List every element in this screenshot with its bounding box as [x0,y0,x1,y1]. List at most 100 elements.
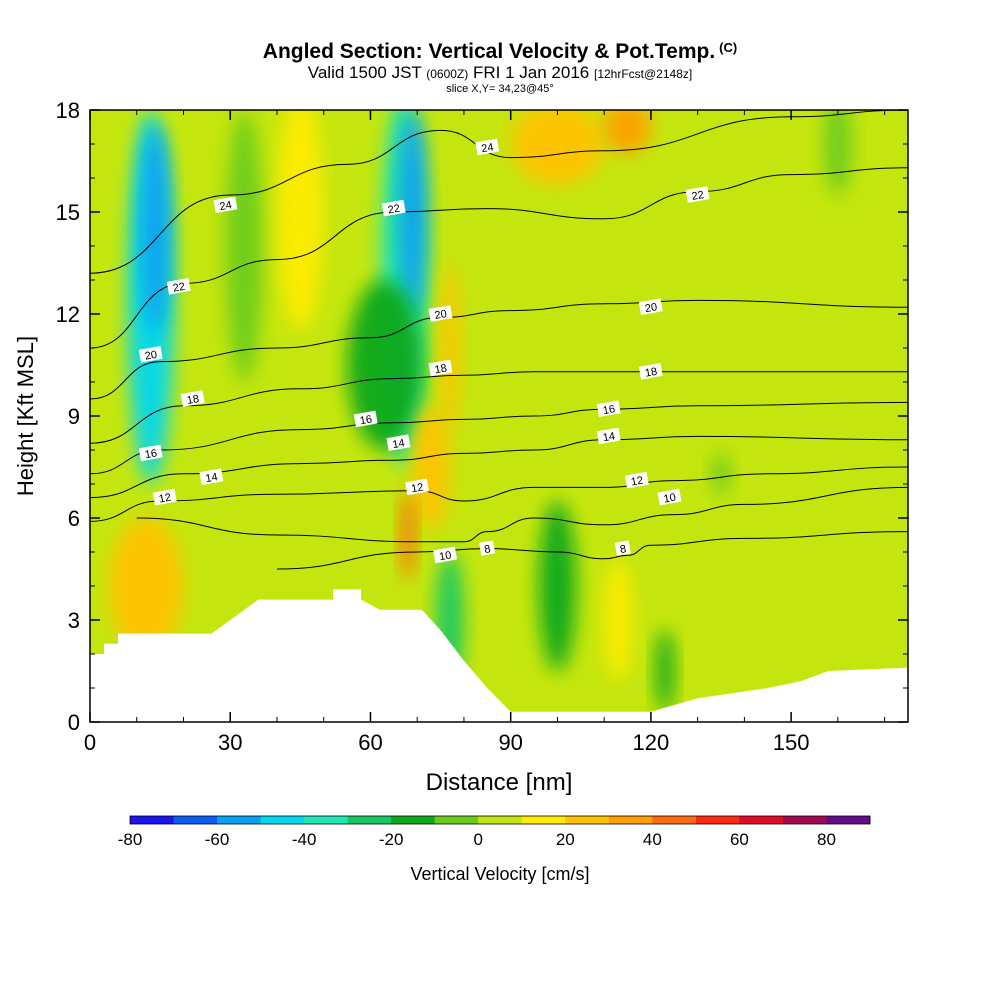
colorbar-bin [260,816,305,824]
copyright-mark: (C) [719,40,738,55]
contour-label-text: 20 [434,308,448,322]
contour-label-text: 16 [144,447,158,461]
velocity-cell [440,263,460,433]
colorbar-bin [782,816,827,824]
y-tick-label: 0 [68,710,80,735]
contour-label-text: 12 [158,492,172,506]
velocity-cell [604,558,633,682]
contour-label-text: 14 [602,430,616,444]
terrain-mask [90,589,908,722]
contour-label-text: 24 [480,141,494,155]
colorbar-bin [521,816,566,824]
colorbar-tick-label: 20 [556,830,575,849]
colorbar-bin [695,816,740,824]
contour-label-box [614,540,631,556]
contour-label-text: 8 [619,543,627,556]
valid-utc: (0600Z) [426,67,469,81]
contour-label-14: 14 [596,427,621,445]
contour-label-16: 16 [353,410,378,428]
contour-label-box [685,186,710,203]
colorbar-bin [434,816,479,824]
chart-title: Angled Section: Vertical Velocity & Pot.… [0,36,1000,64]
contour-label-text: 22 [387,203,401,217]
contour-label-box [638,298,663,316]
contour-label-text: 12 [410,481,424,495]
contour-label-8: 8 [614,540,631,556]
contour-label-box [433,546,458,564]
contour-label-box [381,199,406,217]
colorbar-bin [304,816,349,824]
contour-label-box [638,362,663,380]
contour-label-12: 12 [405,478,430,496]
contour-label-18: 18 [428,359,453,377]
colorbar-tick-label: 40 [643,830,662,849]
title-block: Angled Section: Vertical Velocity & Pot.… [0,36,1000,95]
velocity-field [108,110,852,712]
colorbar-label: Vertical Velocity [cm/s] [410,864,589,884]
contour-label-box [353,410,378,428]
contour-label-box [657,488,682,506]
contour-label-text: 18 [434,362,448,376]
contour-label-box [428,359,453,377]
contour-label-18: 18 [638,362,663,380]
contour-label-box [624,471,649,489]
theta-contour-12 [90,466,908,522]
contour-label-box [596,427,621,445]
contour-label-box [138,345,163,363]
contour-label-box [428,305,453,322]
contour-label-14: 14 [199,468,224,486]
chart-subtitle: Valid 1500 JST (0600Z) FRI 1 Jan 2016 [1… [0,64,1000,83]
contour-label-box [213,196,238,214]
colorbar-bin [478,816,523,824]
x-axis-ticks: 0 30 60 90 120 150 [84,110,886,755]
velocity-cell [276,110,324,331]
contour-label-20: 20 [138,345,163,363]
plot-background [90,110,908,722]
contour-label-text: 10 [438,549,452,563]
theta-contour-24 [90,110,908,274]
contour-label-22: 22 [381,199,406,217]
velocity-cell [711,453,731,495]
contour-label-box [475,138,500,156]
colorbar-bin [608,816,653,824]
contour-label-box [596,400,621,418]
colorbar-tick-label: -60 [205,830,230,849]
contour-label-20: 20 [638,298,663,316]
contour-label-box [479,540,496,556]
slice-info: slice X,Y= 34,23@45° [446,83,554,95]
y-tick-label: 18 [56,98,80,123]
colorbar-bin [652,816,697,824]
contour-label-12: 12 [152,488,177,506]
contour-label-text: 24 [219,199,233,213]
y-tick-label: 15 [56,200,80,225]
contour-label-22: 22 [685,186,710,203]
x-tick-label: 90 [498,730,522,755]
contour-label-12: 12 [624,471,649,489]
contour-label-box [386,434,411,452]
theta-contour-22 [90,167,908,349]
x-axis-label: Distance [nm] [426,769,573,796]
theta-contour-16 [90,401,908,475]
theta-contour-8 [276,531,908,570]
velocity-cell [347,280,422,450]
contour-label-10: 10 [657,488,682,506]
colorbar-tick-label: -40 [292,830,317,849]
y-tick-label: 6 [68,506,80,531]
contour-label-box [199,468,224,486]
colorbar-tick-label: 0 [474,830,483,849]
colorbar: -80 -60 -40 -20 0 20 40 60 80 [118,815,871,849]
contour-label-text: 16 [359,413,373,427]
colorbar-tick-label: -20 [379,830,404,849]
contour-label-text: 14 [392,437,406,451]
contour-label-10: 10 [433,546,458,564]
contour-label-box [138,444,163,462]
y-tick-label: 9 [68,404,80,429]
velocity-cell [141,127,170,331]
forecast-info: [12hrFcst@2148z] [593,67,693,81]
contour-label-text: 8 [483,543,491,556]
contour-label-16: 16 [138,444,163,462]
contour-label-box [405,478,430,496]
theta-contours [90,110,908,570]
velocity-cell [510,110,605,185]
